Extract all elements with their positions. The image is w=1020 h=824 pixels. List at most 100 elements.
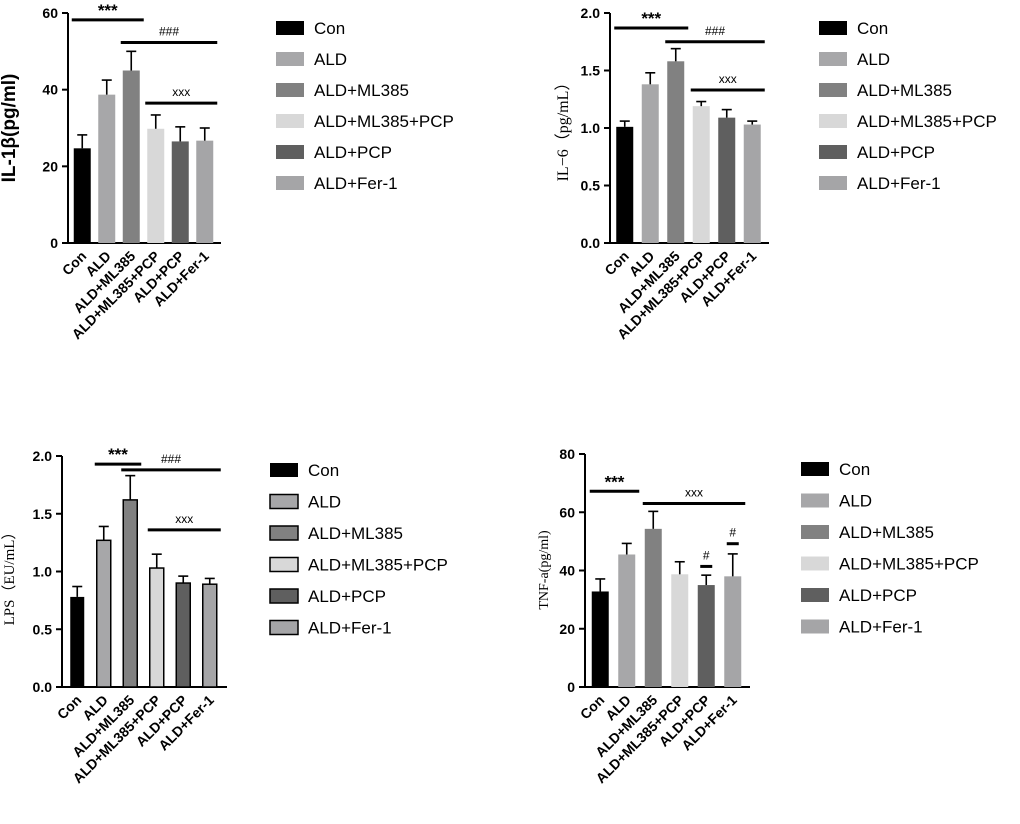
bar xyxy=(743,124,761,243)
legend-swatch xyxy=(276,52,304,66)
bar xyxy=(171,141,189,243)
legend-swatch xyxy=(276,83,304,97)
legend-swatch xyxy=(269,493,299,510)
x-tick-label: Con xyxy=(59,248,90,279)
legend-swatch xyxy=(276,176,304,190)
legend-label: ALD xyxy=(857,50,890,69)
legend-label: ALD+ML385 xyxy=(314,81,409,100)
legend-swatch xyxy=(819,52,847,66)
chart-panel-il-1beta: 0 20 40 60 IL-1β(pg/ml) Con ALD ALD+ML385 ALD+ML… xyxy=(0,1,454,342)
legend-label: ALD+PCP xyxy=(308,587,386,606)
y-axis-label: TNF-a(pg/ml) xyxy=(537,530,552,610)
bar xyxy=(616,126,634,243)
bar xyxy=(122,70,140,243)
y-tick-label: 60 xyxy=(42,5,58,21)
y-tick-label: 1.5 xyxy=(33,506,53,522)
y-tick-label: 40 xyxy=(42,82,58,98)
bar xyxy=(692,106,710,244)
y-axis-label: LPS（EU/mL） xyxy=(1,525,18,626)
bar xyxy=(73,148,91,243)
y-tick-label: 2.0 xyxy=(33,448,53,464)
bar xyxy=(671,574,689,687)
significance-label: *** xyxy=(108,445,128,464)
significance-label: xxx xyxy=(172,85,190,99)
legend-label: ALD+ML385+PCP xyxy=(308,556,448,575)
chart-panel-il-6: 0.0 0.5 1.0 1.5 2.0 IL−6（pg/mL） Con ALD ALD+ML38… xyxy=(554,5,997,342)
y-tick-label: 1.0 xyxy=(33,564,53,580)
legend-swatch xyxy=(819,114,847,128)
bar xyxy=(147,128,165,243)
bar xyxy=(697,585,715,687)
legend-label: ALD+Fer-1 xyxy=(857,174,941,193)
chart-panel-tnf-alpha: 0 20 40 60 80 TNF-a(pg/ml) Con ALD ALD+ML385 ALD+… xyxy=(537,446,979,786)
bar xyxy=(641,84,659,243)
significance-label: # xyxy=(729,526,736,540)
legend: Con ALD ALD+ML385 ALD+ML385+PCP ALD+PCP ALD+F… xyxy=(269,461,448,638)
bar xyxy=(202,583,218,688)
bar xyxy=(149,567,165,688)
legend-label: ALD+PCP xyxy=(314,143,392,162)
y-tick-label: 0 xyxy=(567,679,575,695)
bar xyxy=(591,591,609,687)
legend-label: ALD xyxy=(839,492,872,511)
bar xyxy=(98,94,116,244)
bar xyxy=(196,140,214,243)
bar xyxy=(644,528,662,687)
bar xyxy=(724,576,742,687)
significance-label: ### xyxy=(161,452,181,466)
significance-label: xxx xyxy=(685,486,703,500)
bar xyxy=(70,596,85,687)
y-tick-label: 20 xyxy=(42,158,58,174)
significance-label: ### xyxy=(705,24,725,38)
legend-label: ALD+ML385+PCP xyxy=(857,112,997,131)
legend-swatch xyxy=(801,462,829,476)
legend-swatch xyxy=(276,21,304,35)
legend-swatch xyxy=(269,588,299,604)
x-tick-label: Con xyxy=(577,692,608,723)
y-axis-label: IL-1β(pg/ml) xyxy=(0,74,20,183)
legend-swatch xyxy=(819,83,847,97)
legend-swatch xyxy=(269,556,299,573)
x-tick-label: Con xyxy=(54,692,85,723)
y-tick-label: 20 xyxy=(559,621,575,637)
chart-panel-lps: 0.0 0.5 1.0 1.5 2.0 LPS（EU/mL） Con ALD ALD+ML385… xyxy=(1,445,448,786)
legend-label: ALD+Fer-1 xyxy=(308,619,392,638)
legend-label: ALD+Fer-1 xyxy=(314,174,398,193)
y-tick-label: 40 xyxy=(559,563,575,579)
legend-label: ALD xyxy=(314,50,347,69)
y-tick-label: 0 xyxy=(50,235,58,251)
legend-swatch xyxy=(276,145,304,159)
legend-swatch xyxy=(801,588,829,602)
legend-swatch xyxy=(801,556,829,571)
y-tick-label: 0.5 xyxy=(33,621,53,637)
legend-label: Con xyxy=(314,19,345,38)
legend-swatch xyxy=(819,21,847,35)
significance-label: # xyxy=(703,548,710,562)
legend-label: Con xyxy=(839,460,870,479)
significance-label: *** xyxy=(605,472,625,491)
legend-label: ALD xyxy=(308,493,341,512)
y-tick-label: 80 xyxy=(559,446,575,462)
y-tick-label: 1.5 xyxy=(581,63,601,79)
bar xyxy=(96,539,112,688)
legend-swatch xyxy=(270,463,298,477)
legend-swatch xyxy=(801,619,829,634)
significance-label: *** xyxy=(98,1,118,20)
legend-label: ALD+PCP xyxy=(857,143,935,162)
y-tick-label: 0.5 xyxy=(581,178,601,194)
legend-swatch xyxy=(819,145,847,159)
bar xyxy=(667,61,685,243)
significance-label: xxx xyxy=(175,512,193,526)
legend-label: ALD+PCP xyxy=(839,586,917,605)
legend-label: ALD+Fer-1 xyxy=(839,618,923,637)
legend-swatch xyxy=(801,525,829,539)
legend-label: ALD+ML385 xyxy=(308,524,403,543)
significance-label: ### xyxy=(159,25,179,39)
legend-swatch xyxy=(269,525,299,541)
legend-label: ALD+ML385 xyxy=(839,523,934,542)
legend-swatch xyxy=(819,176,847,190)
y-tick-label: 0.0 xyxy=(581,235,601,251)
bar xyxy=(122,499,138,688)
legend-label: ALD+ML385+PCP xyxy=(314,112,454,131)
